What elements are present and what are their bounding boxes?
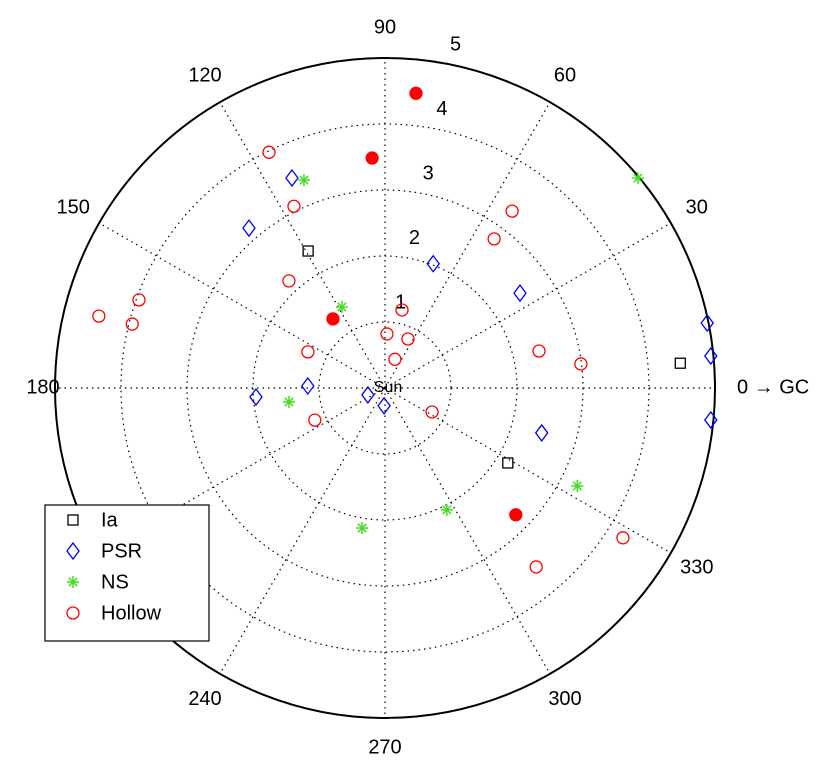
r-tick-label: 4 xyxy=(436,98,447,120)
marker-diamond xyxy=(703,346,718,366)
r-tick-label: 3 xyxy=(423,163,434,185)
star-stroke xyxy=(633,173,643,183)
marker-circle xyxy=(401,332,415,346)
marker-square xyxy=(502,457,514,469)
legend-label: PSR xyxy=(101,540,142,562)
theta-tick-label: 120 xyxy=(188,65,221,87)
marker-square xyxy=(67,514,79,526)
marker-star xyxy=(440,503,453,516)
legend-label: Hollow xyxy=(101,602,162,624)
marker-circle xyxy=(380,327,394,341)
center-label: Sun xyxy=(374,379,402,396)
marker-circle xyxy=(487,232,501,246)
theta-tick-label: 300 xyxy=(548,688,581,710)
marker-square xyxy=(674,357,686,369)
marker-filled-circle xyxy=(409,86,423,100)
marker-diamond xyxy=(249,387,263,407)
legend-label: Ia xyxy=(101,509,119,531)
star-stroke xyxy=(572,481,583,491)
marker-diamond xyxy=(66,541,80,561)
marker-diamond xyxy=(534,423,549,443)
star-stroke xyxy=(357,523,367,533)
legend: Ia PSR NS Hollow xyxy=(44,504,210,642)
marker-circle xyxy=(395,303,409,317)
r-tick-label: 5 xyxy=(450,33,461,55)
marker-star xyxy=(282,396,295,409)
grid-spoke xyxy=(384,101,551,389)
theta-tick-label: 270 xyxy=(368,736,401,758)
marker-diamond xyxy=(285,168,299,188)
marker-circle xyxy=(574,357,588,371)
grid-spoke xyxy=(219,387,386,675)
star-stroke xyxy=(442,505,452,515)
grid-spoke xyxy=(384,387,672,554)
theta-tick-label: 330 xyxy=(680,556,713,578)
marker-diamond xyxy=(513,284,527,303)
marker-circle xyxy=(287,199,301,213)
marker-filled-circle xyxy=(326,312,340,326)
marker-circle xyxy=(532,344,546,358)
star-stroke xyxy=(299,175,309,185)
marker-star xyxy=(297,174,310,187)
theta-tick-label: 0 → GC xyxy=(737,376,809,398)
marker-star xyxy=(335,300,348,313)
marker-circle xyxy=(529,560,543,574)
marker-filled-circle xyxy=(509,508,523,522)
legend-label: NS xyxy=(101,571,129,593)
r-tick-label: 2 xyxy=(409,227,420,249)
marker-circle xyxy=(388,352,402,366)
marker-star xyxy=(356,522,369,535)
grid-spoke xyxy=(98,222,386,389)
marker-diamond xyxy=(703,410,718,430)
marker-star xyxy=(67,576,79,588)
marker-diamond xyxy=(361,385,375,405)
marker-circle xyxy=(505,204,519,218)
marker-circle xyxy=(132,293,146,307)
theta-tick-label: 30 xyxy=(686,196,708,218)
marker-circle xyxy=(308,413,322,427)
star-stroke xyxy=(337,302,347,312)
marker-circle xyxy=(262,145,276,159)
r-tick-label: 1 xyxy=(395,292,406,314)
marker-circle xyxy=(616,531,630,545)
grid-spoke xyxy=(384,222,672,389)
marker-diamond xyxy=(426,254,441,273)
grid-spoke xyxy=(384,387,551,675)
marker-star xyxy=(631,172,644,185)
theta-tick-label: 150 xyxy=(57,196,90,218)
marker-diamond xyxy=(700,313,715,333)
marker-star xyxy=(571,479,584,492)
star-stroke xyxy=(284,397,294,407)
grid-spoke xyxy=(219,101,386,389)
theta-tick-label: 60 xyxy=(554,65,576,87)
marker-circle xyxy=(125,317,139,331)
marker-square xyxy=(302,245,314,257)
marker-circle xyxy=(301,345,315,359)
marker-filled-circle xyxy=(365,151,379,165)
theta-tick-label: 90 xyxy=(374,16,396,38)
marker-diamond xyxy=(377,396,391,415)
marker-diamond xyxy=(300,376,315,396)
marker-circle xyxy=(92,309,106,323)
marker-circle xyxy=(282,274,296,288)
theta-tick-label: 240 xyxy=(188,688,221,710)
marker-circle xyxy=(425,405,439,419)
marker-diamond xyxy=(242,219,256,238)
star-stroke xyxy=(68,577,78,587)
outer-ring xyxy=(54,57,716,719)
marker-circle xyxy=(66,606,80,620)
theta-tick-label: 180 xyxy=(26,376,59,398)
